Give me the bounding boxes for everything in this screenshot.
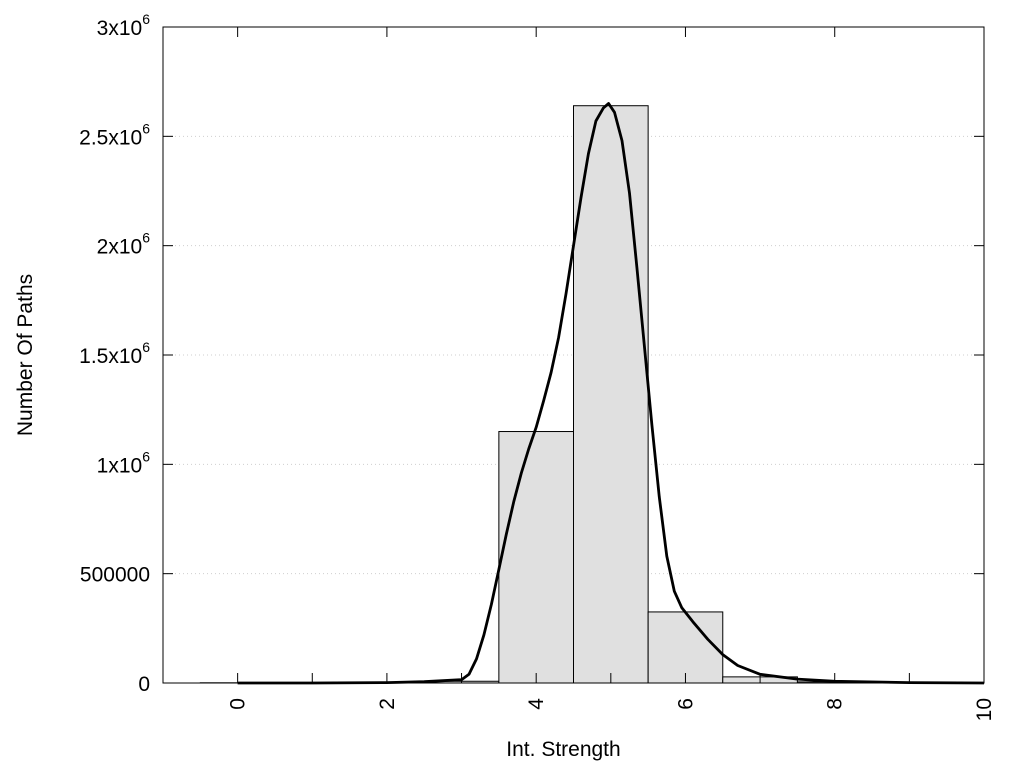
histogram-bar <box>573 105 649 684</box>
y-tick-label: 500000 <box>80 564 150 587</box>
y-tick-label: 2x106 <box>97 230 151 259</box>
x-tick-label: 2 <box>376 698 399 710</box>
gridlines <box>163 135 984 575</box>
x-tick-label: 6 <box>674 698 697 710</box>
x-axis-ticks: 0 2 4 6 8 10 <box>227 27 996 721</box>
fit-curve-layer <box>237 102 985 685</box>
y-tick-label: 2.5x106 <box>79 120 150 149</box>
x-axis-title: Int. Strength <box>506 738 620 761</box>
x-tick-label: 10 <box>973 698 996 721</box>
fit-curve <box>237 102 985 685</box>
y-tick-label: 3x106 <box>97 11 151 40</box>
x-tick-label: 4 <box>525 698 548 710</box>
histogram-bar <box>647 611 724 684</box>
y-axis-ticks: 0 500000 1x106 1.5x106 2x106 2.5x106 3x106 <box>79 11 984 696</box>
y-tick-label: 1.5x106 <box>79 339 150 368</box>
histogram-bar <box>498 431 575 684</box>
y-axis-title: Number Of Paths <box>14 274 37 436</box>
y-tick-label: 1x106 <box>97 448 151 477</box>
y-tick-label: 0 <box>138 673 150 696</box>
x-tick-label: 0 <box>227 698 250 710</box>
histogram-bars <box>199 105 948 684</box>
x-tick-label: 8 <box>824 698 847 710</box>
